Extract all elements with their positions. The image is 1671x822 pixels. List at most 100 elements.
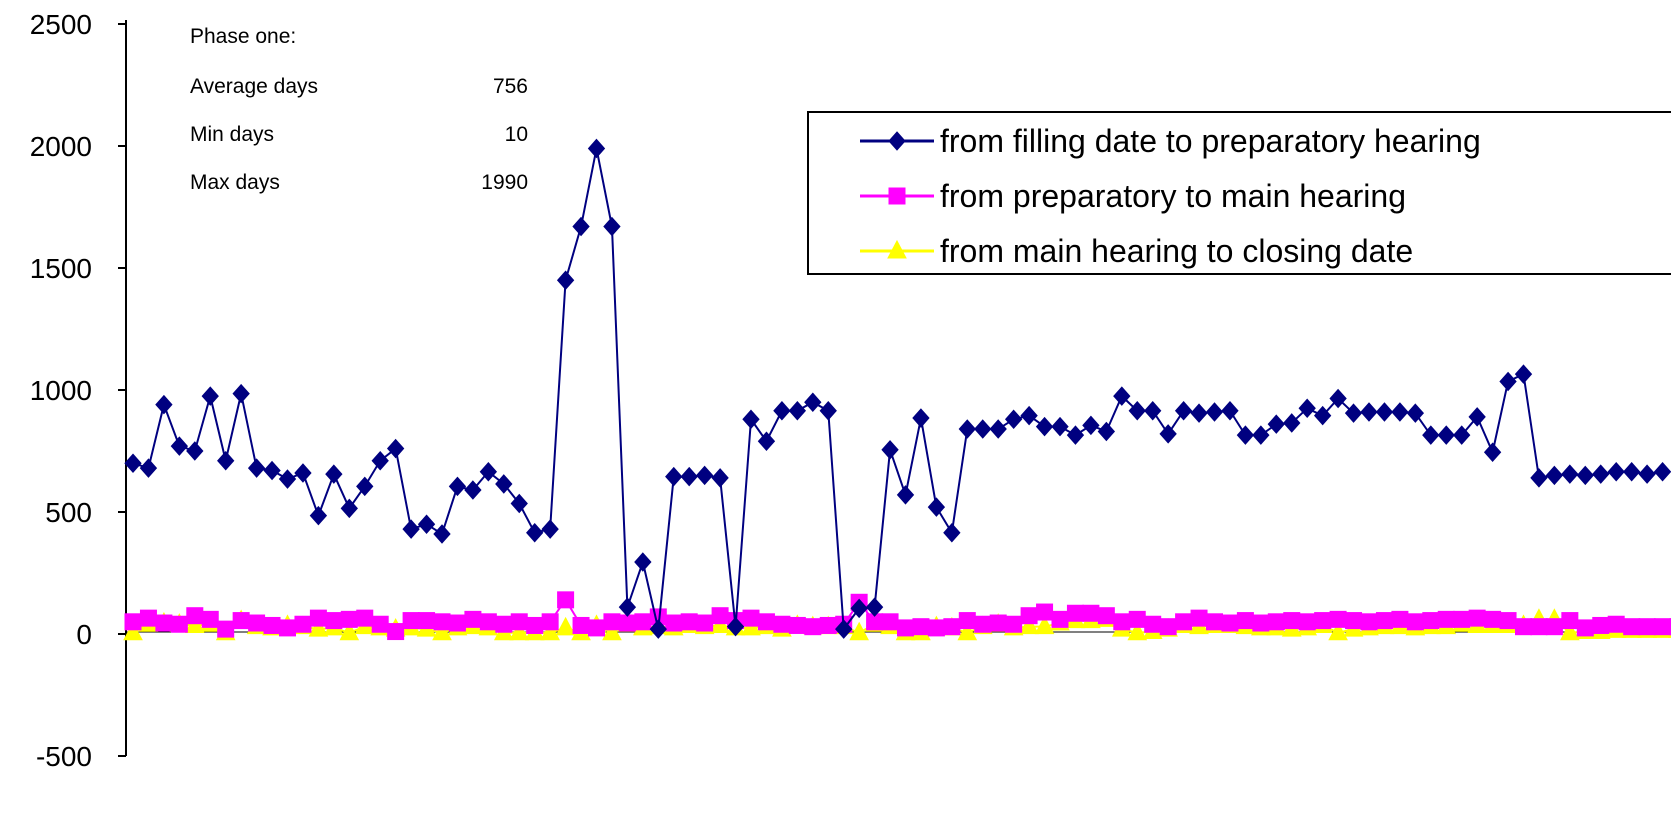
data-point <box>1622 461 1641 482</box>
data-point <box>155 614 173 632</box>
info-max-label: Max days <box>190 171 280 194</box>
y-tick-label: 1000 <box>30 375 92 406</box>
data-point <box>1252 614 1270 632</box>
data-point <box>788 400 807 421</box>
data-point <box>1206 613 1223 631</box>
data-point <box>1391 610 1409 628</box>
data-point <box>1144 400 1162 421</box>
data-point <box>1328 621 1348 641</box>
data-point <box>602 621 622 641</box>
data-point <box>433 524 451 544</box>
series-group <box>123 138 1671 641</box>
data-point <box>819 616 837 634</box>
data-point <box>634 613 652 631</box>
data-point <box>124 613 142 631</box>
data-point <box>309 505 328 526</box>
data-point <box>1313 405 1332 426</box>
data-point <box>1607 461 1625 482</box>
data-point <box>1066 425 1085 445</box>
data-point <box>557 591 575 609</box>
data-point <box>1190 609 1208 627</box>
data-point <box>124 453 142 473</box>
data-point <box>540 621 560 641</box>
data-point <box>1576 465 1594 486</box>
data-point <box>356 476 374 497</box>
y-axis: -500 0 500 1000 1500 2000 2500 <box>30 9 127 772</box>
data-point <box>1236 425 1255 445</box>
data-point <box>1252 425 1270 445</box>
data-point <box>432 621 452 641</box>
data-point <box>1174 400 1193 421</box>
data-point <box>865 597 884 617</box>
data-point <box>1437 610 1455 628</box>
data-point <box>402 519 420 539</box>
data-point <box>123 621 143 641</box>
data-point <box>371 615 389 633</box>
data-point <box>1514 364 1533 384</box>
data-point <box>1422 425 1440 445</box>
data-point <box>1638 618 1656 636</box>
data-point <box>556 270 575 290</box>
data-point <box>509 621 530 641</box>
data-point <box>1653 461 1671 482</box>
y-ticks: -500 0 500 1000 1500 2000 2500 <box>30 9 126 772</box>
data-point <box>155 394 173 415</box>
data-point <box>339 621 360 641</box>
data-point <box>464 480 482 500</box>
data-point <box>1159 424 1177 444</box>
data-point <box>1159 618 1177 636</box>
data-point <box>695 465 714 486</box>
data-point <box>572 616 590 634</box>
data-point <box>1082 415 1100 436</box>
data-point <box>881 440 899 460</box>
y-tick-label: 500 <box>45 497 92 528</box>
data-point <box>897 619 914 637</box>
data-point <box>1190 403 1208 423</box>
data-point <box>186 441 204 461</box>
data-point <box>665 614 683 632</box>
data-point <box>340 610 358 628</box>
legend-marker <box>888 187 906 205</box>
data-point <box>711 468 729 488</box>
legend-box <box>807 111 1671 275</box>
data-point <box>1515 618 1532 636</box>
data-point <box>1499 612 1517 630</box>
data-point <box>232 383 250 404</box>
data-point <box>170 615 188 633</box>
data-point <box>248 614 266 632</box>
data-point <box>927 497 946 517</box>
data-point <box>1484 610 1502 628</box>
data-point <box>1530 618 1548 636</box>
data-point <box>1406 403 1425 423</box>
data-point <box>1221 400 1239 421</box>
data-point <box>957 621 978 641</box>
data-point <box>881 613 899 631</box>
data-point <box>958 612 976 630</box>
data-point <box>495 474 513 494</box>
y-tick-label: 2000 <box>30 131 92 162</box>
legend-label: from filling date to preparatory hearing <box>940 123 1481 159</box>
data-point <box>526 616 544 634</box>
data-point <box>232 612 250 630</box>
data-point <box>555 616 576 636</box>
legend-entries: from filling date to preparatory hearing… <box>860 123 1481 269</box>
data-point <box>201 386 219 406</box>
data-point <box>1329 610 1347 628</box>
y-tick-label: 1500 <box>30 253 92 284</box>
data-point <box>279 619 296 637</box>
legend-entry: from filling date to preparatory hearing <box>860 123 1481 159</box>
data-point <box>308 618 329 637</box>
data-point <box>849 621 869 641</box>
data-point <box>912 408 930 428</box>
data-point <box>1005 615 1023 633</box>
data-point <box>309 609 327 627</box>
data-point <box>912 618 930 636</box>
data-point <box>495 615 513 633</box>
data-point <box>989 419 1007 439</box>
data-point <box>634 552 652 572</box>
data-point <box>680 613 698 631</box>
data-point <box>1144 615 1162 633</box>
data-point <box>278 469 297 489</box>
data-point <box>1113 386 1131 406</box>
data-point <box>1375 612 1393 630</box>
